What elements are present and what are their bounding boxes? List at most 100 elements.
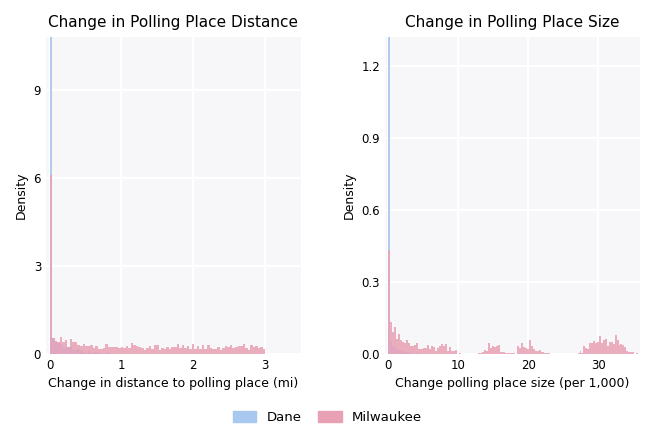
- Bar: [151, 349, 154, 354]
- Bar: [392, 332, 394, 354]
- Bar: [54, 342, 57, 354]
- Bar: [72, 342, 75, 354]
- Bar: [390, 341, 392, 354]
- Bar: [238, 346, 240, 354]
- Bar: [204, 349, 207, 354]
- Bar: [253, 347, 255, 354]
- Bar: [536, 351, 538, 354]
- Bar: [134, 345, 136, 354]
- Bar: [388, 250, 390, 354]
- Bar: [494, 347, 496, 354]
- Bar: [261, 347, 263, 354]
- Bar: [591, 343, 593, 354]
- Bar: [207, 345, 210, 354]
- Bar: [75, 351, 77, 354]
- Bar: [217, 347, 219, 354]
- Bar: [433, 347, 435, 354]
- Bar: [504, 352, 506, 354]
- Bar: [420, 349, 422, 354]
- Bar: [400, 340, 402, 354]
- Bar: [184, 347, 187, 354]
- Bar: [521, 344, 523, 354]
- Bar: [83, 351, 85, 354]
- Bar: [67, 347, 70, 354]
- Bar: [65, 347, 67, 354]
- Bar: [85, 353, 88, 354]
- Bar: [447, 351, 449, 354]
- Bar: [57, 342, 60, 354]
- Bar: [398, 334, 400, 354]
- Bar: [202, 345, 204, 354]
- Bar: [108, 353, 111, 354]
- Bar: [118, 348, 121, 354]
- Bar: [123, 348, 126, 354]
- Bar: [616, 340, 618, 354]
- Bar: [538, 350, 540, 354]
- X-axis label: Change polling place size (per 1,000): Change polling place size (per 1,000): [395, 378, 629, 391]
- Bar: [80, 351, 83, 354]
- Bar: [445, 344, 447, 354]
- Bar: [601, 343, 603, 354]
- Bar: [388, 0, 390, 354]
- Bar: [157, 345, 159, 354]
- Bar: [143, 350, 146, 354]
- X-axis label: Change in distance to polling place (mi): Change in distance to polling place (mi): [48, 378, 299, 391]
- Bar: [187, 346, 189, 354]
- Bar: [115, 347, 118, 354]
- Bar: [490, 347, 492, 354]
- Bar: [164, 349, 166, 354]
- Bar: [60, 337, 62, 354]
- Bar: [603, 341, 605, 354]
- Bar: [523, 347, 525, 354]
- Bar: [441, 344, 443, 354]
- Y-axis label: Density: Density: [15, 172, 28, 219]
- Bar: [75, 342, 77, 354]
- Bar: [70, 346, 72, 354]
- Bar: [242, 344, 245, 354]
- Bar: [88, 351, 90, 354]
- Bar: [406, 352, 408, 354]
- Bar: [597, 342, 599, 354]
- Bar: [620, 344, 622, 354]
- Bar: [427, 345, 429, 354]
- Bar: [626, 351, 628, 354]
- Bar: [245, 348, 248, 354]
- Bar: [169, 349, 172, 354]
- Bar: [500, 352, 502, 354]
- Title: Change in Polling Place Distance: Change in Polling Place Distance: [48, 15, 299, 30]
- Bar: [632, 352, 634, 354]
- Bar: [141, 348, 143, 354]
- Bar: [98, 353, 100, 354]
- Bar: [225, 346, 227, 354]
- Bar: [614, 335, 616, 354]
- Bar: [105, 353, 108, 354]
- Bar: [100, 353, 103, 354]
- Bar: [396, 349, 398, 354]
- Bar: [105, 344, 108, 354]
- Bar: [52, 338, 54, 354]
- Bar: [402, 342, 404, 354]
- Bar: [177, 344, 179, 354]
- Bar: [50, 0, 52, 354]
- Bar: [138, 347, 141, 354]
- Bar: [197, 346, 199, 354]
- Bar: [593, 341, 595, 354]
- Bar: [429, 349, 431, 354]
- Bar: [95, 352, 98, 354]
- Bar: [166, 347, 169, 354]
- Bar: [227, 347, 230, 354]
- Bar: [492, 346, 494, 354]
- Bar: [412, 346, 414, 354]
- Bar: [199, 349, 202, 354]
- Bar: [408, 344, 410, 354]
- Bar: [422, 349, 424, 354]
- Bar: [90, 353, 93, 354]
- Bar: [628, 352, 630, 354]
- Bar: [517, 346, 519, 354]
- Bar: [484, 350, 486, 354]
- Bar: [240, 346, 242, 354]
- Bar: [394, 327, 396, 354]
- Bar: [502, 352, 504, 354]
- Bar: [181, 345, 184, 354]
- Bar: [250, 345, 253, 354]
